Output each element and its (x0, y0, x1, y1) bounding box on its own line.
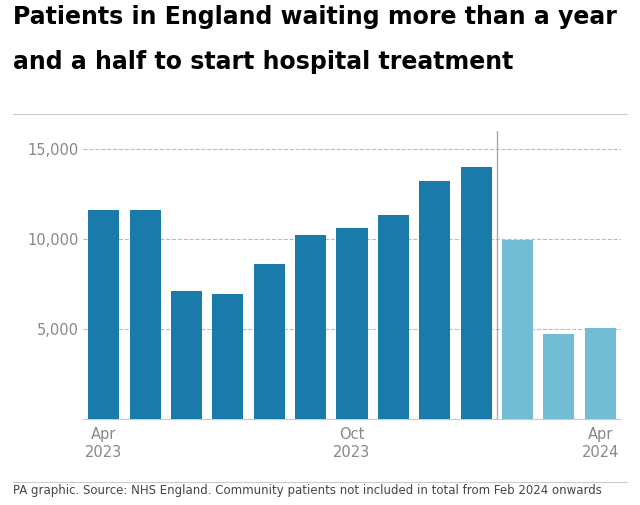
Bar (584, 328, 616, 419)
Text: PA graphic. Source: NHS England. Community patients not included in total from F: PA graphic. Source: NHS England. Communi… (13, 484, 602, 497)
Bar (378, 215, 409, 419)
Bar (254, 265, 285, 419)
Bar (212, 294, 243, 419)
Text: Patients in England waiting more than a year: Patients in England waiting more than a … (13, 5, 617, 29)
Bar (502, 240, 533, 419)
Bar (171, 291, 202, 419)
Bar (130, 211, 161, 419)
Bar (337, 228, 367, 419)
Bar (419, 181, 450, 419)
Bar (295, 235, 326, 419)
Text: and a half to start hospital treatment: and a half to start hospital treatment (13, 50, 513, 75)
Bar (461, 167, 492, 419)
Bar (543, 334, 574, 419)
Bar (88, 211, 120, 419)
